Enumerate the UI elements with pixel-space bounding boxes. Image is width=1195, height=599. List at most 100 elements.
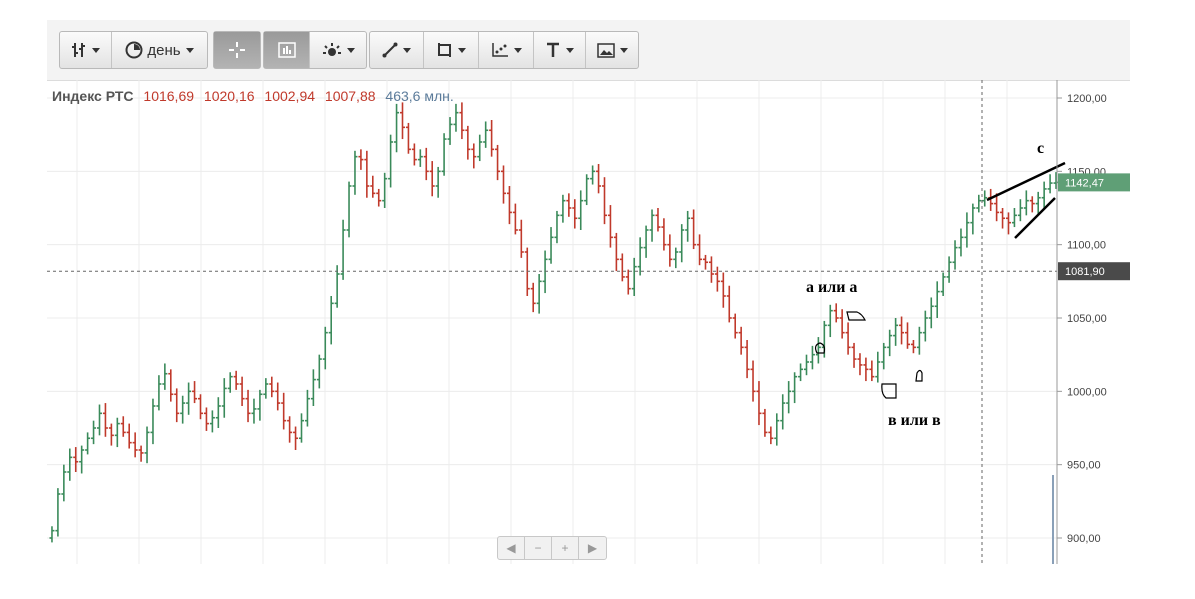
annotation-b: в или в (888, 412, 941, 429)
ohlc-bar (239, 376, 245, 406)
ohlc-bar (590, 165, 596, 185)
ohlc-bar (441, 133, 447, 176)
ohlc-bar (483, 121, 489, 148)
ohlc-bar (798, 363, 804, 382)
last-price-tag-bg (1058, 173, 1130, 192)
ohlc-bar (156, 375, 162, 411)
ohlc-bar (168, 369, 174, 402)
ohlc-bar (851, 342, 857, 368)
ohlc-bar (299, 413, 304, 443)
ohlc-bar (1017, 199, 1023, 222)
ohlc-bar (768, 426, 774, 445)
ohlc-bar (756, 381, 762, 426)
chart-type-button[interactable] (60, 32, 112, 68)
ohlc-bar (150, 398, 156, 445)
ohlc-bar (572, 199, 578, 229)
ohlc-bar (1053, 172, 1059, 189)
cursor-price-tag-bg (1058, 262, 1130, 281)
ohlc-bar (661, 218, 667, 251)
clock-icon (125, 41, 143, 59)
ohlc-bar (91, 420, 97, 445)
y-tick-label: 950,00 (1067, 460, 1101, 472)
view-group (213, 31, 261, 69)
ohlc-bar (388, 134, 394, 188)
ohlc-bar (477, 134, 483, 162)
ohlc-bar (875, 351, 881, 383)
ohlc-bar (1047, 174, 1053, 194)
rectangle-tool-button[interactable] (424, 32, 479, 68)
ohlc-bar (245, 389, 251, 423)
ohlc-bars-icon (72, 43, 85, 57)
ohlc-bar (940, 272, 946, 296)
ohlc-bar (970, 203, 976, 235)
ohlc-bar (613, 232, 619, 272)
ohlc-bar (685, 210, 691, 242)
ohlc-bar (596, 164, 602, 194)
ohlc-bar (459, 102, 465, 140)
indicator-panel-button[interactable] (264, 32, 310, 68)
scatter-icon (491, 43, 508, 57)
ohlc-bar (637, 237, 643, 276)
ohlc-bar (976, 194, 982, 213)
ohlc-bar (304, 389, 310, 427)
ohlc-bar (370, 175, 376, 198)
legend-open: 1016,69 (143, 88, 195, 104)
ohlc-bar (132, 432, 138, 458)
line-tool-button[interactable] (370, 32, 424, 68)
y-tick-label: 900,00 (1067, 533, 1101, 545)
chart-overlay (47, 80, 1066, 564)
text-tool-button[interactable] (534, 32, 586, 68)
zoom-out-button[interactable]: − (525, 537, 552, 559)
ohlc-bar (108, 423, 114, 446)
ohlc-bar (251, 398, 257, 424)
ohlc-bar (916, 326, 922, 355)
ohlc-bar (738, 326, 744, 355)
ohlc-bar (275, 382, 281, 411)
ohlc-bar (833, 303, 839, 323)
chart-grid (47, 80, 1057, 564)
ohlc-bar (928, 297, 934, 329)
legend-high: 1020,16 (203, 88, 255, 104)
ohlc-bar (786, 381, 792, 414)
ohlc-bar (126, 423, 132, 449)
scroll-left-button[interactable]: ◀ (498, 537, 525, 559)
ohlc-bar (358, 149, 364, 170)
ohlc-bar (215, 397, 221, 428)
drawing-group (369, 31, 639, 69)
ohlc-bar (815, 337, 821, 364)
ohlc-bar (382, 172, 388, 208)
zoom-in-button[interactable]: + (552, 537, 579, 559)
ohlc-bar (792, 372, 798, 404)
scatter-tool-button[interactable] (479, 32, 534, 68)
ohlc-bar (673, 247, 679, 269)
ohlc-bar (744, 340, 750, 379)
ohlc-bar (61, 464, 67, 502)
crosshair-button[interactable] (214, 32, 260, 68)
ohlc-bar (548, 227, 554, 264)
ohlc-bar (1023, 190, 1029, 216)
legend-low: 1002,94 (264, 88, 316, 104)
ohlc-bar (762, 408, 768, 437)
ohlc-bar (67, 448, 73, 481)
ohlc-bar (489, 120, 495, 157)
ohlc-bar (281, 392, 287, 430)
ohlc-bar (192, 381, 198, 404)
trendline-upper (986, 161, 1066, 202)
ohlc-bar (79, 445, 85, 474)
ohlc-bar (732, 313, 738, 339)
y-tick-label: 1050,00 (1067, 313, 1107, 325)
ohlc-bar (804, 354, 809, 376)
indicator-panel-icon (277, 42, 296, 58)
ohlc-bar (465, 125, 471, 160)
ohlc-bar (667, 234, 673, 267)
scroll-right-button[interactable]: ▶ (587, 541, 598, 555)
ohlc-bar (233, 370, 239, 390)
price-chart[interactable]: 900,00950,001000,001050,001100,001150,00… (47, 80, 1130, 564)
ohlc-bar (524, 247, 530, 296)
settings-button[interactable] (310, 32, 366, 68)
ohlc-bar (1041, 181, 1047, 210)
period-button[interactable]: день (112, 32, 207, 68)
ohlc-bar (364, 150, 370, 198)
ohlc-bar (293, 426, 299, 450)
image-tool-button[interactable] (586, 32, 638, 68)
